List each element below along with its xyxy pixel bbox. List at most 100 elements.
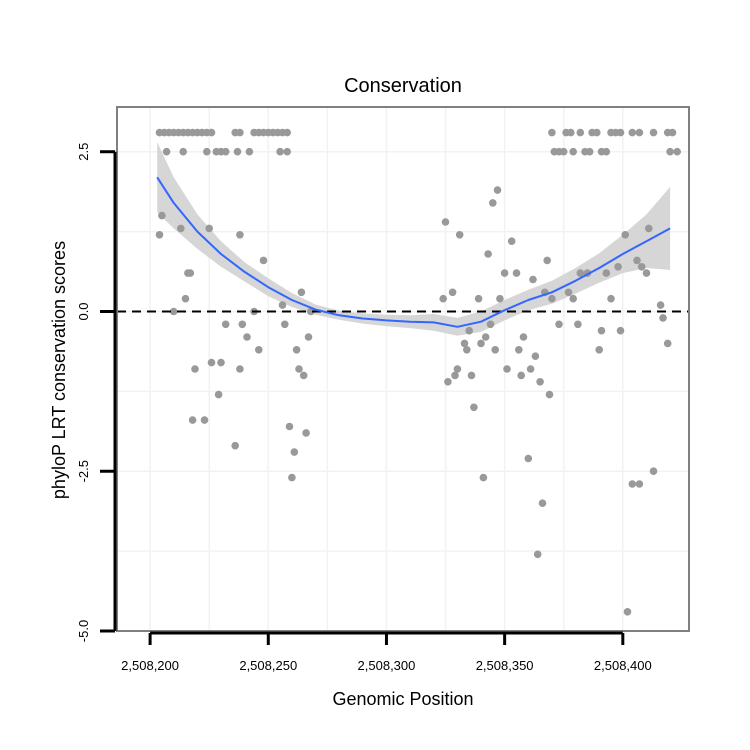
data-point (207, 358, 216, 367)
data-point (597, 326, 606, 335)
x-axis-label: Genomic Position (332, 689, 473, 709)
data-point (290, 448, 299, 456)
data-point (633, 256, 641, 265)
data-point (238, 320, 247, 329)
confidence-band (157, 142, 671, 336)
data-point (203, 147, 211, 156)
data-point (500, 269, 509, 277)
x-axis: 2,508,200 2,508,250 2,508,300 2,508,350 2,50… (121, 631, 652, 673)
data-point (441, 218, 450, 226)
data-point (236, 365, 244, 373)
data-point (569, 294, 577, 303)
data-point (503, 365, 511, 373)
data-point (295, 365, 303, 373)
data-point (179, 147, 187, 156)
data-point (543, 256, 551, 265)
data-point (559, 147, 568, 156)
data-point (517, 371, 525, 380)
confidence-ribbon (157, 142, 671, 336)
data-point (451, 371, 459, 380)
data-point (512, 269, 521, 277)
data-point (628, 128, 637, 137)
data-point (649, 467, 658, 476)
data-point (448, 288, 457, 297)
data-point (645, 224, 653, 233)
data-point (444, 378, 452, 386)
data-point (531, 352, 540, 361)
data-point (545, 390, 554, 399)
data-point (214, 390, 223, 399)
data-point (231, 441, 239, 450)
data-point (465, 326, 474, 335)
smooth-line (156, 176, 671, 328)
y-axis-label: phyloP LRT conservation scores (49, 241, 69, 499)
data-point (493, 186, 502, 194)
data-point (205, 224, 213, 233)
data-point (158, 211, 166, 220)
data-point (515, 346, 523, 354)
data-point (191, 365, 199, 373)
data-point (548, 294, 556, 303)
x-tick-label: 2,508,250 (239, 658, 297, 673)
x-tick-label: 2,508,300 (358, 658, 416, 673)
data-point (637, 263, 646, 271)
chart-title: Conservation (344, 75, 462, 97)
plot-panel (117, 107, 689, 631)
data-point (477, 339, 485, 348)
data-point (569, 147, 577, 156)
data-point (207, 128, 216, 137)
data-point (576, 269, 585, 277)
data-point (533, 550, 542, 559)
loess-fit-line (156, 176, 671, 328)
data-point (486, 320, 495, 329)
x-tick-label: 2,508,400 (594, 658, 652, 673)
data-point (299, 371, 308, 380)
data-point (659, 314, 667, 322)
data-point (186, 269, 195, 277)
data-point (460, 339, 469, 348)
data-point (616, 128, 625, 137)
data-point (529, 275, 537, 284)
data-point (496, 294, 504, 303)
y-tick-label: 2.5 (76, 143, 91, 161)
data-point (297, 288, 306, 297)
data-point (281, 320, 289, 329)
data-point (181, 294, 190, 303)
x-tick-label: 2,508,200 (121, 658, 179, 673)
data-point (621, 231, 629, 239)
data-point (243, 333, 251, 341)
data-point (169, 307, 178, 316)
data-point (278, 301, 287, 309)
data-point (155, 231, 164, 239)
data-point (455, 231, 464, 239)
data-point (607, 294, 615, 303)
data-point (538, 499, 547, 508)
data-point (288, 473, 296, 482)
data-point (555, 320, 563, 329)
y-tick-label: 0.0 (76, 302, 91, 320)
data-point (467, 371, 476, 380)
data-point (188, 416, 197, 424)
data-point (576, 128, 585, 137)
data-point (491, 346, 500, 354)
data-point (479, 473, 488, 482)
data-point (307, 307, 315, 316)
y-tick-label: -5.0 (76, 620, 91, 642)
data-point (585, 147, 594, 156)
data-point (221, 320, 230, 329)
data-point (616, 326, 625, 335)
data-point (635, 480, 644, 488)
data-point (656, 301, 665, 309)
data-point (564, 288, 573, 297)
data-point (666, 147, 674, 156)
data-point (217, 358, 225, 367)
data-point (567, 128, 575, 137)
data-point (474, 294, 483, 303)
data-point (177, 224, 185, 233)
data-point (245, 147, 254, 156)
data-point (614, 263, 622, 271)
data-point (200, 416, 209, 424)
y-axis: -5.0 -2.5 0.0 2.5 (76, 143, 117, 642)
panel-border (116, 106, 690, 632)
